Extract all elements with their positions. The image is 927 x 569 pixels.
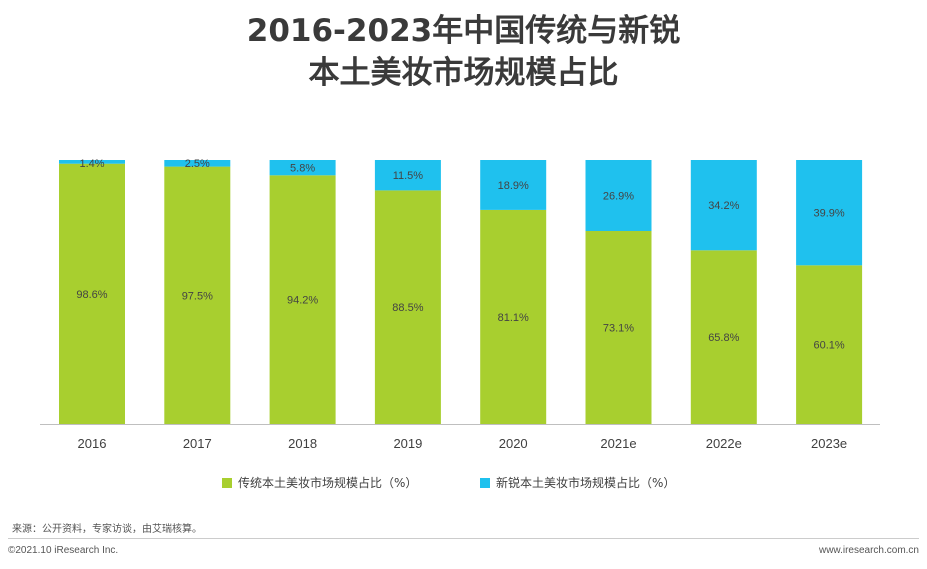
bar-traditional-2019 xyxy=(374,190,441,424)
label-emerging-2020: 18.9% xyxy=(498,180,529,192)
source-note: 来源：公开资料，专家访谈，由艾瑞核算。 xyxy=(12,524,202,535)
x-tick-labels: 2016 2017 2018 2019 2020 2021e 2022e 2023e xyxy=(78,436,848,451)
label-emerging-2023e: 39.9% xyxy=(813,208,844,220)
bar-traditional-2023e xyxy=(796,265,863,424)
bar-traditional-2018 xyxy=(269,175,336,424)
label-emerging-2021e: 26.9% xyxy=(603,191,634,203)
bar-traditional-2022e xyxy=(690,250,757,424)
x-tick-2016: 2016 xyxy=(78,436,107,451)
bar-traditional-2016 xyxy=(59,163,125,424)
legend-swatch-traditional xyxy=(222,478,232,488)
label-emerging-2018: 5.8% xyxy=(290,163,315,175)
label-emerging-2019: 11.5% xyxy=(393,170,424,182)
chart-title: 2016-2023年中国传统与新锐 本土美妆市场规模占比 xyxy=(0,10,927,94)
copyright-text: ©2021.10 iResearch Inc. xyxy=(8,545,119,556)
legend-label-traditional: 传统本土美妆市场规模占比（%） xyxy=(238,475,417,490)
chart-title-line-1: 2016-2023年中国传统与新锐 xyxy=(246,13,681,49)
bar-emerging-2022e xyxy=(690,160,757,251)
label-emerging-2022e: 34.2% xyxy=(708,200,739,212)
footer-divider xyxy=(8,538,919,539)
label-traditional-2018: 94.2% xyxy=(287,295,318,307)
x-tick-2022e: 2022e xyxy=(706,436,742,451)
bar-traditional-2021e xyxy=(585,231,652,424)
legend-label-emerging: 新锐本土美妆市场规模占比（%） xyxy=(496,475,675,490)
x-tick-2018: 2018 xyxy=(288,436,317,451)
x-tick-2023e: 2023e xyxy=(811,436,847,451)
label-emerging-2016: 1.4% xyxy=(79,158,104,170)
x-tick-2020: 2020 xyxy=(499,436,528,451)
legend: 传统本土美妆市场规模占比（%） 新锐本土美妆市场规模占比（%） xyxy=(222,475,675,490)
x-tick-2021e: 2021e xyxy=(600,436,636,451)
bar-emerging-2019 xyxy=(374,160,441,191)
label-traditional-2020: 81.1% xyxy=(498,312,529,324)
website-link[interactable]: www.iresearch.com.cn xyxy=(818,545,919,556)
legend-swatch-emerging xyxy=(480,478,490,488)
bar-emerging-2016 xyxy=(59,160,125,164)
label-traditional-2017: 97.5% xyxy=(182,290,213,302)
label-traditional-2022e: 65.8% xyxy=(708,332,739,344)
x-tick-2017: 2017 xyxy=(183,436,212,451)
label-traditional-2021e: 73.1% xyxy=(603,323,634,335)
bar-emerging-2017 xyxy=(164,160,231,167)
bars-layer: 98.6% 1.4% 97.5% 2.5% 94.2% 5.8% 88.5% 11.5% 81.… xyxy=(59,158,863,424)
label-traditional-2023e: 60.1% xyxy=(813,340,844,352)
label-traditional-2019: 88.5% xyxy=(392,302,423,314)
chart-title-line-2: 本土美妆市场规模占比 xyxy=(308,55,619,91)
bar-traditional-2017 xyxy=(164,166,231,424)
bar-traditional-2020 xyxy=(480,209,547,424)
bar-emerging-2018 xyxy=(269,160,336,176)
x-tick-2019: 2019 xyxy=(393,436,422,451)
bar-emerging-2023e xyxy=(796,160,863,266)
label-traditional-2016: 98.6% xyxy=(76,289,107,301)
bar-emerging-2020 xyxy=(480,160,547,210)
label-emerging-2017: 2.5% xyxy=(185,158,210,170)
bar-emerging-2021e xyxy=(585,160,652,231)
